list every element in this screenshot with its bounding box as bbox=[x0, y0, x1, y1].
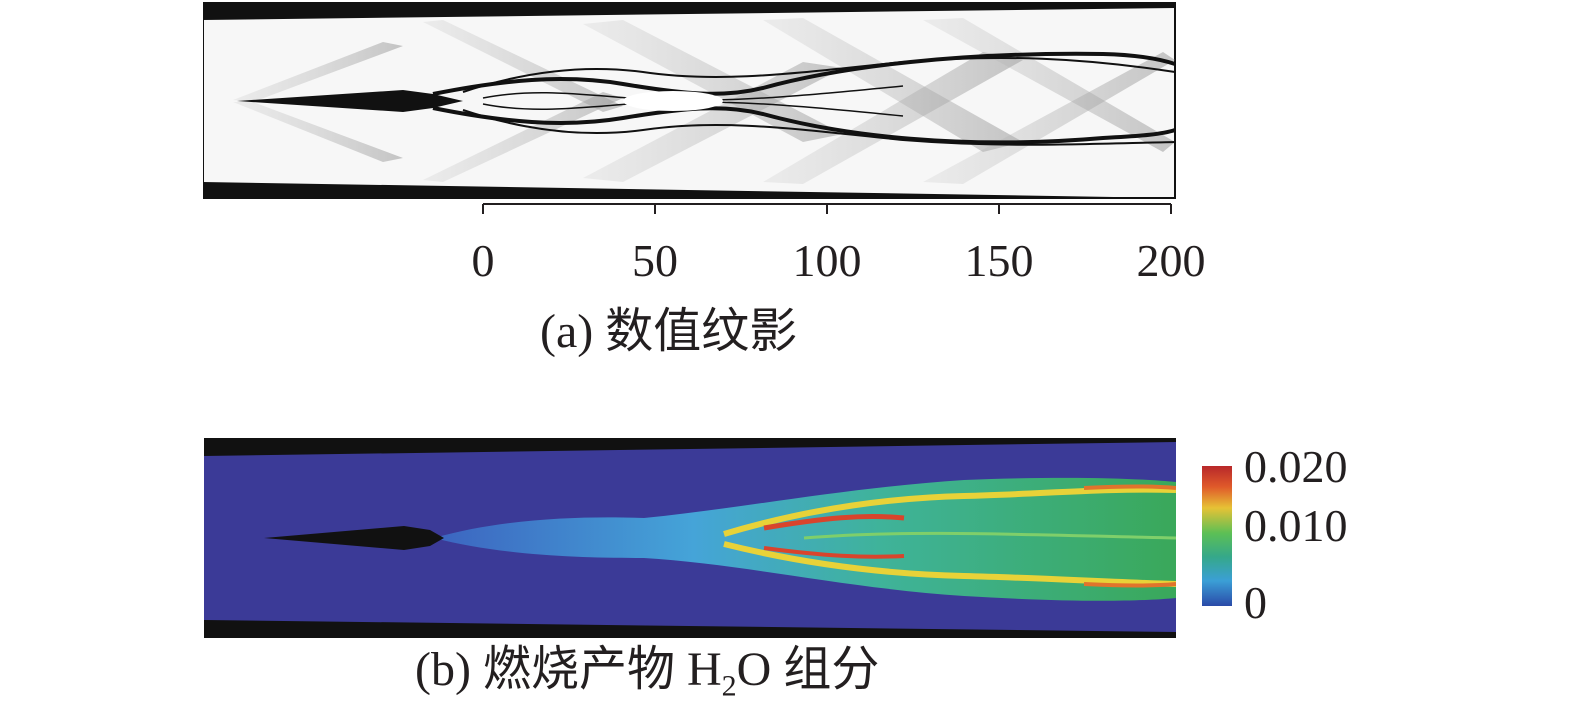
species-o: O bbox=[736, 643, 772, 696]
colorbar-gradient bbox=[1202, 466, 1232, 606]
species-h: H bbox=[686, 643, 722, 696]
species-subscript: 2 bbox=[721, 669, 737, 703]
upper-wall bbox=[204, 438, 1176, 456]
x-tick-label: 150 bbox=[964, 235, 1034, 286]
h2o-contour-image bbox=[204, 438, 1176, 638]
x-tick-label: 0 bbox=[471, 235, 495, 286]
colorbar-label-min: 0 bbox=[1244, 577, 1267, 628]
injector-wedge bbox=[237, 90, 463, 112]
h2o-contour-panel bbox=[204, 438, 1176, 638]
colorbar bbox=[1202, 466, 1234, 606]
caption-b-pre: 燃烧产物 bbox=[482, 643, 675, 696]
colorbar-label-max: 0.020 bbox=[1244, 441, 1348, 492]
schlieren-panel bbox=[203, 2, 1178, 218]
schlieren-image bbox=[203, 2, 1176, 199]
caption-b-species: H2O bbox=[686, 643, 772, 702]
jet-core bbox=[623, 91, 723, 111]
x-tick-label: 100 bbox=[792, 235, 862, 286]
lower-wall bbox=[204, 620, 1176, 638]
caption-b-post: 组分 bbox=[783, 643, 880, 696]
upper-wall bbox=[203, 2, 1175, 20]
injector-wedge bbox=[264, 526, 444, 550]
lower-wall bbox=[203, 182, 1175, 198]
x-tick-label: 50 bbox=[632, 235, 678, 286]
caption-b: (b) 燃烧产物 H2O 组分 bbox=[415, 646, 879, 702]
caption-a-text: 数值纹影 bbox=[605, 305, 798, 358]
x-axis bbox=[482, 203, 1172, 214]
caption-a: (a) 数值纹影 bbox=[540, 308, 797, 356]
reaction-layers bbox=[723, 484, 1176, 588]
colorbar-label-mid: 0.010 bbox=[1244, 500, 1348, 551]
caption-a-letter: (a) bbox=[540, 305, 594, 358]
caption-b-letter: (b) bbox=[415, 643, 471, 696]
shock-bands bbox=[233, 18, 1175, 184]
x-tick-label: 200 bbox=[1136, 235, 1206, 286]
